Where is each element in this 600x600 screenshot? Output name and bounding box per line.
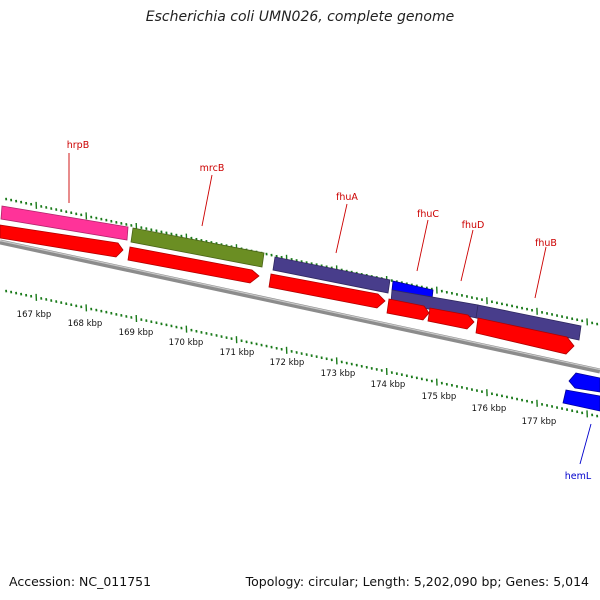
gene-fhuB-label: fhuB xyxy=(535,238,557,249)
scale-label-169: 169 kbp xyxy=(119,328,154,338)
cds-arrow[interactable] xyxy=(268,273,386,309)
gene-mrcB-feature[interactable] xyxy=(130,227,265,268)
gene-fhuD-label: fhuD xyxy=(462,220,485,231)
gene-fhuA-leader xyxy=(335,203,348,254)
scale-label-175: 175 kbp xyxy=(422,392,457,402)
cds-arrow[interactable] xyxy=(0,224,124,258)
gene-hrpB-feature[interactable] xyxy=(0,205,129,241)
gene-hemL-feature[interactable] xyxy=(562,389,600,412)
scale-label-171: 171 kbp xyxy=(220,348,255,358)
backbone-highlight xyxy=(0,240,600,371)
scale-label-172: 172 kbp xyxy=(270,358,305,368)
map-title: Escherichia coli UMN026, complete genome xyxy=(145,9,455,25)
inner-tick-ring xyxy=(5,289,599,418)
gene-fhuD-leader xyxy=(460,229,474,282)
scale-label-173: 173 kbp xyxy=(321,369,356,379)
cds-arrow[interactable] xyxy=(475,317,575,355)
cds-arrow-reverse[interactable] xyxy=(568,372,600,393)
cds-arrow[interactable] xyxy=(427,307,475,330)
gene-fhuA-feature[interactable] xyxy=(272,256,391,294)
gene-fhuC-label: fhuC xyxy=(417,209,439,220)
scale-label-176: 176 kbp xyxy=(472,404,507,414)
gene-mrcB-label: mrcB xyxy=(200,163,225,174)
gene-fhuB-leader xyxy=(534,246,547,299)
gene-fhuB-feature[interactable] xyxy=(475,304,582,341)
gene-fhuC-leader xyxy=(416,219,429,272)
gene-hemL-leader xyxy=(579,423,592,465)
scale-label-167: 167 kbp xyxy=(17,310,52,320)
cds-arrow[interactable] xyxy=(386,298,430,321)
scale-label-174: 174 kbp xyxy=(371,380,406,390)
accession-text: Accession: NC_011751 xyxy=(9,574,152,589)
scale-label-170: 170 kbp xyxy=(169,338,204,348)
gene-hemL-label: hemL xyxy=(565,471,592,482)
genome-backbone xyxy=(0,239,600,374)
gene-mrcB-leader xyxy=(201,174,213,227)
cds-arrow[interactable] xyxy=(127,246,260,284)
gene-hrpB-label: hrpB xyxy=(67,140,89,151)
gene-fhuA-label: fhuA xyxy=(336,192,358,203)
genome-stats-text: Topology: circular; Length: 5,202,090 bp… xyxy=(245,574,589,589)
scale-label-168: 168 kbp xyxy=(68,319,103,329)
scale-label-177: 177 kbp xyxy=(522,417,557,427)
